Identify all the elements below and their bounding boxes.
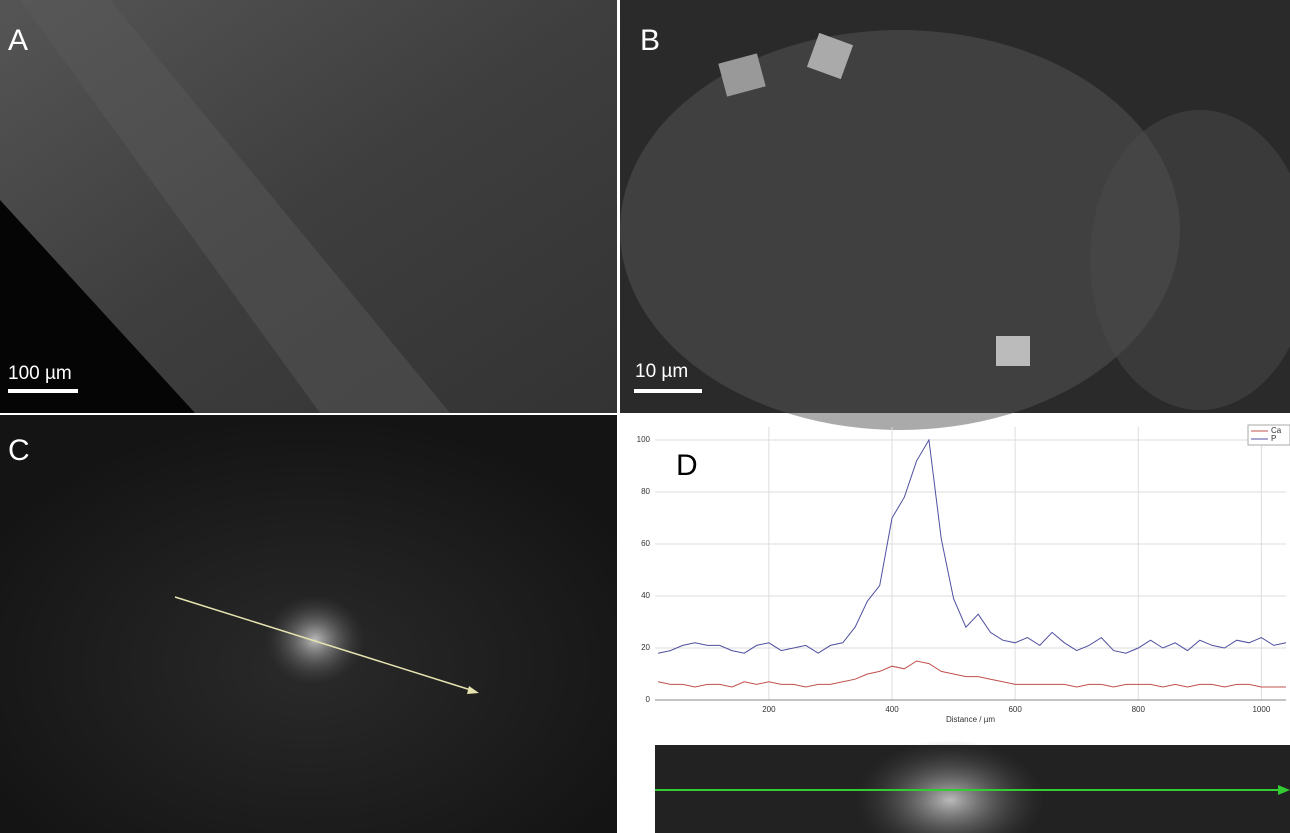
figure: A B C D 100 µm 10 µm 0 20 40 60 80 100 200 400 6…: [0, 0, 1290, 833]
x-axis-label: Distance / µm: [946, 715, 995, 724]
x-tick-label: 1000: [1252, 705, 1270, 714]
x-tick-label: 600: [1008, 705, 1022, 714]
y-tick-label: 20: [641, 643, 650, 652]
series-line: [658, 440, 1286, 653]
series-line: [658, 661, 1286, 687]
x-tick-label: 400: [885, 705, 899, 714]
panel-label: A: [8, 24, 28, 57]
legend-box: [1248, 425, 1290, 445]
panel-label: C: [8, 434, 30, 467]
panel-label: D: [676, 449, 698, 482]
deposit: [265, 595, 365, 685]
legend-label: P: [1271, 434, 1276, 443]
y-tick-label: 0: [646, 695, 651, 704]
line-chart: 0 20 40 60 80 100 200 400 600 800 1000 Distance / µ…: [637, 425, 1290, 724]
scale-bar: [634, 389, 702, 393]
panel-label: B: [640, 24, 660, 57]
y-tick-label: 80: [641, 487, 650, 496]
y-tick-label: 40: [641, 591, 650, 600]
x-tick-label: 200: [762, 705, 776, 714]
scale-bar: [8, 389, 78, 393]
crystal: [996, 336, 1030, 366]
scale-bar-label: 100 µm: [8, 363, 72, 384]
y-tick-label: 60: [641, 539, 650, 548]
x-tick-label: 800: [1132, 705, 1146, 714]
y-tick-label: 100: [637, 435, 651, 444]
scale-bar-label: 10 µm: [635, 361, 688, 382]
